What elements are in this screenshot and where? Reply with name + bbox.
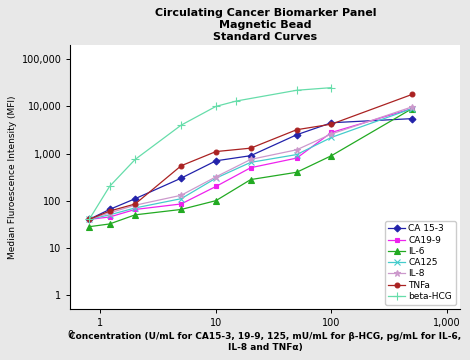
IL-6 [248,177,253,182]
IL-8 [248,157,253,162]
beta-HCG [107,184,112,189]
TNFa [133,202,138,206]
CA125 [329,135,334,140]
CA 15-3 [107,207,112,212]
CA19-9 [178,202,184,206]
IL-8 [133,203,138,207]
IL-8 [86,217,92,221]
beta-HCG [178,123,184,127]
CA 15-3 [409,117,415,121]
TNFa [86,217,92,221]
TNFa [409,92,415,96]
CA125 [248,160,253,165]
CA19-9 [213,184,219,189]
Line: IL-8: IL-8 [86,103,415,223]
CA19-9 [86,217,92,221]
CA125 [107,213,112,217]
Line: CA125: CA125 [86,105,415,223]
CA125 [86,217,92,221]
beta-HCG [86,217,92,221]
beta-HCG [213,104,219,109]
CA19-9 [133,207,138,212]
Line: IL-6: IL-6 [86,105,415,230]
CA 15-3 [213,159,219,163]
IL-8 [213,175,219,179]
IL-6 [213,198,219,203]
Text: 0: 0 [67,330,73,340]
IL-6 [329,153,334,158]
IL-8 [178,193,184,197]
beta-HCG [294,88,299,93]
beta-HCG [133,157,138,162]
TNFa [294,127,299,132]
CA 15-3 [248,153,253,158]
CA19-9 [329,130,334,135]
beta-HCG [234,99,239,103]
CA 15-3 [329,121,334,125]
IL-8 [107,211,112,215]
CA19-9 [107,215,112,219]
IL-6 [294,170,299,175]
TNFa [178,163,184,168]
TNFa [329,122,334,126]
Line: beta-HCG: beta-HCG [85,84,336,224]
X-axis label: Concentration (U/mL for CA15-3, 19-9, 125, mU/mL for β-HCG, pg/mL for IL-6,
IL-8: Concentration (U/mL for CA15-3, 19-9, 12… [69,332,462,352]
Y-axis label: Median Fluroescence Intensity (MFI): Median Fluroescence Intensity (MFI) [8,95,17,259]
CA 15-3 [86,217,92,221]
beta-HCG [329,85,334,90]
IL-6 [107,222,112,226]
TNFa [248,146,253,150]
CA 15-3 [133,197,138,201]
CA125 [133,206,138,210]
CA19-9 [294,156,299,160]
CA125 [409,107,415,111]
IL-6 [409,107,415,111]
CA19-9 [248,166,253,170]
CA19-9 [409,107,415,111]
TNFa [107,209,112,213]
Line: CA 15-3: CA 15-3 [87,116,415,222]
Title: Circulating Cancer Biomarker Panel
Magnetic Bead
Standard Curves: Circulating Cancer Biomarker Panel Magne… [155,8,376,41]
CA 15-3 [294,132,299,137]
TNFa [213,149,219,154]
IL-6 [133,213,138,217]
IL-6 [86,225,92,229]
Line: TNFa: TNFa [87,92,415,222]
IL-8 [329,132,334,136]
Legend: CA 15-3, CA19-9, IL-6, CA125, IL-8, TNFa, beta-HCG: CA 15-3, CA19-9, IL-6, CA125, IL-8, TNFa… [385,221,455,305]
CA 15-3 [178,176,184,180]
Line: CA19-9: CA19-9 [87,106,415,222]
CA125 [213,176,219,180]
CA125 [294,152,299,157]
IL-8 [294,148,299,152]
IL-6 [178,207,184,212]
CA125 [178,197,184,201]
IL-8 [409,105,415,109]
